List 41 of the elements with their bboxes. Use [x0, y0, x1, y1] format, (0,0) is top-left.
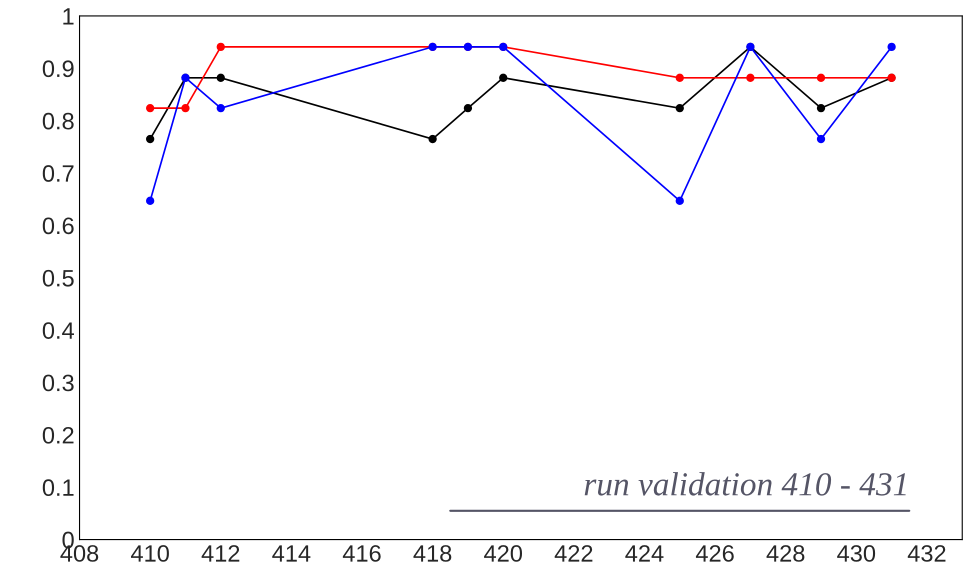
- y-tick-label: 0.5: [42, 270, 74, 287]
- point: [216, 104, 225, 112]
- point: [216, 74, 225, 82]
- point: [816, 74, 826, 82]
- point: [146, 134, 154, 144]
- point: [816, 134, 826, 144]
- x-tick-label: 424: [625, 545, 664, 562]
- x-tick-label: 412: [202, 545, 240, 562]
- point: [676, 196, 684, 205]
- y-tick-label: 0.4: [42, 322, 74, 339]
- y-tick-label: 0.7: [42, 165, 74, 182]
- y-tick-label: 0.9: [42, 60, 74, 78]
- x-tick-label: 416: [342, 545, 381, 562]
- x-tick-label: 430: [837, 545, 876, 562]
- point: [216, 42, 225, 52]
- point: [499, 74, 508, 82]
- x-tick-label: 420: [484, 545, 522, 562]
- x-tick-label: 426: [696, 545, 734, 562]
- point: [464, 104, 472, 112]
- point: [746, 74, 755, 82]
- point: [676, 74, 684, 82]
- point: [676, 104, 684, 112]
- x-tick-label: 422: [554, 545, 592, 562]
- x-tick-label: 414: [272, 545, 310, 562]
- y-tick-label: 0.8: [42, 112, 74, 130]
- annotation: run validation 410 - 431: [584, 472, 906, 496]
- point: [146, 104, 154, 112]
- x-tick-label: 428: [766, 545, 804, 562]
- x-tick-label: 418: [413, 545, 452, 562]
- y-tick-label: 0.6: [42, 218, 74, 234]
- point: [181, 104, 190, 112]
- y-tick-label: 1: [63, 8, 74, 25]
- point: [816, 104, 826, 112]
- point: [887, 42, 896, 52]
- y-tick-label: 0.2: [42, 426, 74, 444]
- x-tick-label: 432: [908, 545, 946, 562]
- point: [146, 196, 154, 205]
- y-tick-label: 0.3: [42, 374, 74, 392]
- point: [428, 134, 437, 144]
- x-tick-label: 410: [131, 545, 169, 562]
- y-tick-label: 0.1: [42, 479, 74, 496]
